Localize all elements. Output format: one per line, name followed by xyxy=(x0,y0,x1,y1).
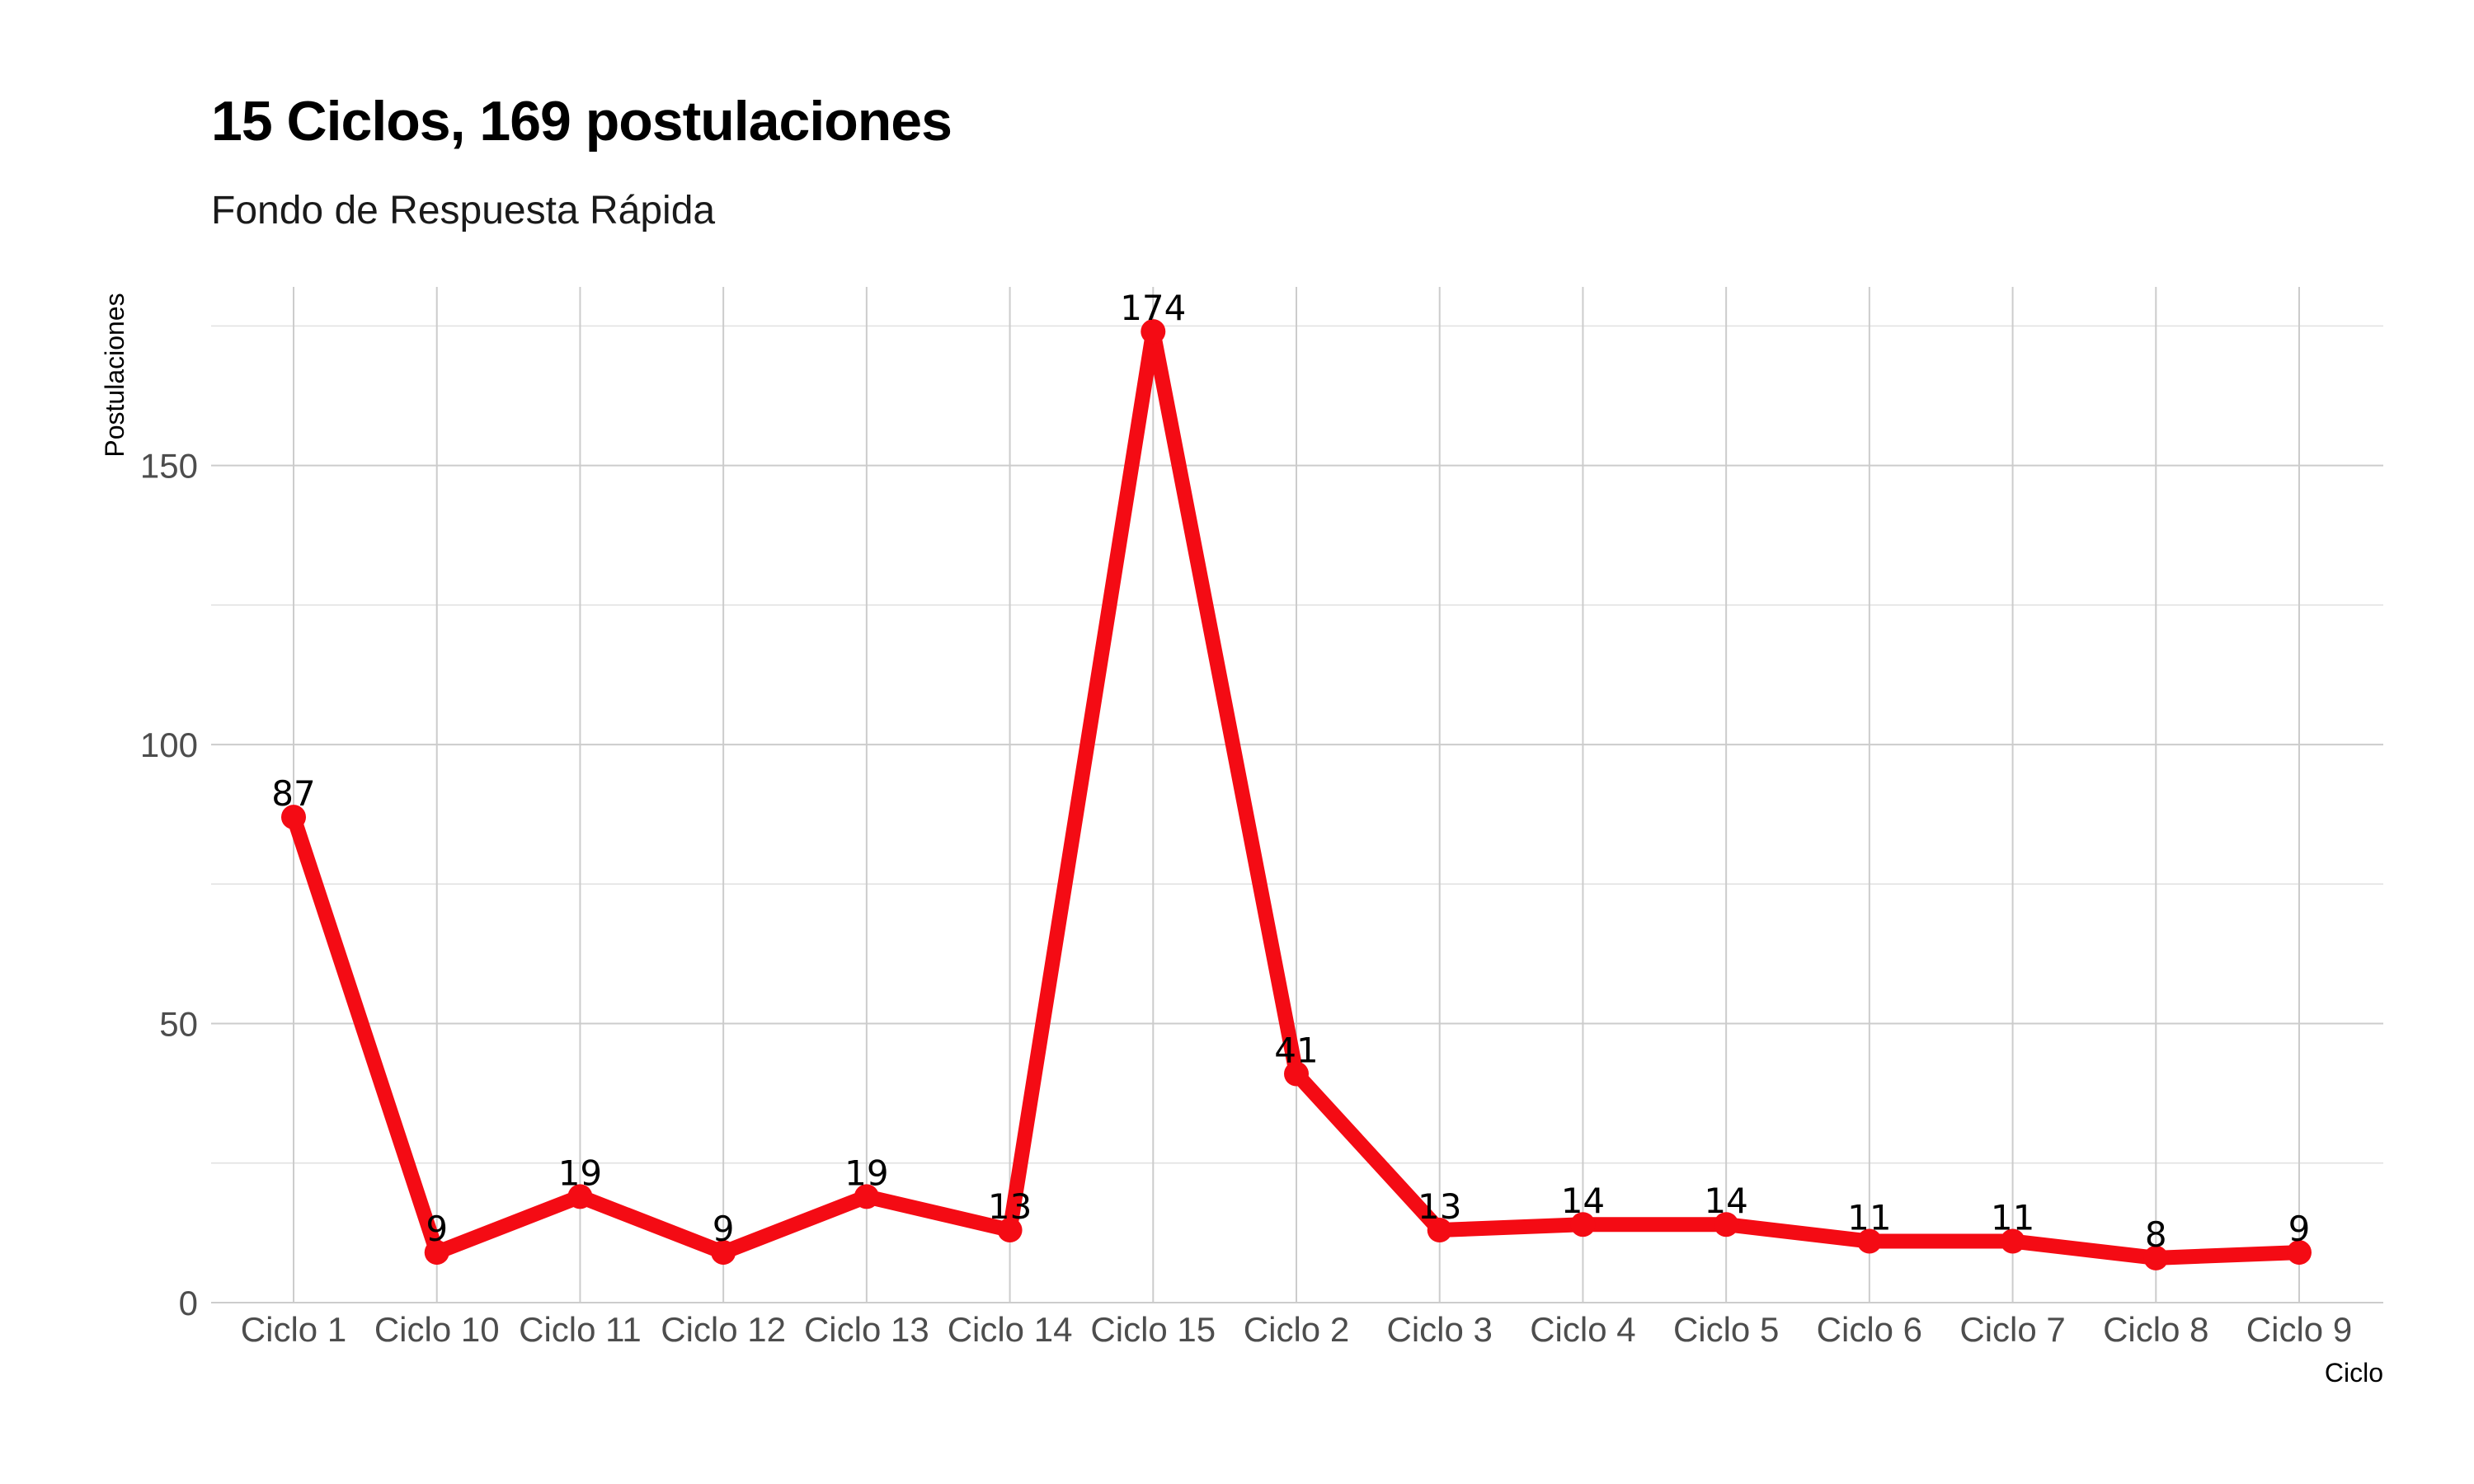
data-label: 41 xyxy=(1274,1030,1318,1070)
data-point xyxy=(2143,1245,2169,1270)
data-label: 11 xyxy=(1991,1198,2034,1238)
x-tick-label: Ciclo 1 xyxy=(241,1310,346,1349)
data-label: 87 xyxy=(271,773,315,814)
x-tick-label: Ciclo 12 xyxy=(661,1310,786,1349)
data-labels: 87 9 19 9 19 13 174 41 13 14 14 11 11 8 9 xyxy=(271,288,2310,1255)
x-axis-title: Ciclo xyxy=(2325,1358,2383,1388)
data-point xyxy=(1141,319,1166,345)
data-point xyxy=(1714,1212,1739,1237)
x-tick-label: Ciclo 15 xyxy=(1090,1310,1216,1349)
y-axis-ticks: 0 50 100 150 xyxy=(140,447,198,1322)
x-tick-label: Ciclo 9 xyxy=(2246,1310,2352,1349)
x-tick-label: Ciclo 5 xyxy=(1673,1310,1779,1349)
x-tick-label: Ciclo 7 xyxy=(1959,1310,2065,1349)
x-tick-label: Ciclo 10 xyxy=(374,1310,500,1349)
data-label: 11 xyxy=(1847,1198,1891,1238)
x-axis-ticks: Ciclo 1 Ciclo 10 Ciclo 11 Ciclo 12 Ciclo 13 C… xyxy=(241,1310,2352,1349)
y-tick-label: 100 xyxy=(140,726,198,764)
x-tick-label: Ciclo 2 xyxy=(1244,1310,1349,1349)
data-point xyxy=(1284,1061,1309,1087)
y-tick-label: 0 xyxy=(179,1284,198,1322)
grid-lines xyxy=(211,287,2383,1303)
y-tick-label: 150 xyxy=(140,447,198,486)
x-tick-label: Ciclo 13 xyxy=(804,1310,929,1349)
data-label: 13 xyxy=(1418,1186,1461,1227)
data-label: 9 xyxy=(713,1209,735,1249)
x-tick-label: Ciclo 6 xyxy=(1817,1310,1922,1349)
data-point xyxy=(2000,1228,2025,1254)
x-tick-label: Ciclo 4 xyxy=(1530,1310,1635,1349)
data-point xyxy=(1427,1218,1452,1242)
data-label: 9 xyxy=(2288,1209,2311,1249)
data-point xyxy=(1856,1228,1882,1254)
data-point xyxy=(997,1218,1023,1242)
data-label: 14 xyxy=(1561,1181,1605,1221)
x-tick-label: Ciclo 3 xyxy=(1387,1310,1493,1349)
y-axis-title: Postulaciones xyxy=(100,293,129,457)
data-point xyxy=(424,1240,449,1266)
data-point xyxy=(2287,1240,2312,1266)
data-point xyxy=(1570,1212,1596,1237)
data-point xyxy=(281,805,306,830)
chart-title: 15 Ciclos, 169 postulaciones xyxy=(211,90,952,153)
data-label: 174 xyxy=(1120,288,1186,328)
x-tick-label: Ciclo 14 xyxy=(948,1310,1073,1349)
series-line xyxy=(281,319,2312,1270)
x-tick-label: Ciclo 8 xyxy=(2103,1310,2208,1349)
data-label: 9 xyxy=(426,1209,448,1249)
chart-subtitle: Fondo de Respuesta Rápida xyxy=(211,189,716,232)
data-label: 13 xyxy=(988,1186,1032,1227)
data-point xyxy=(854,1184,879,1209)
data-point xyxy=(567,1184,593,1209)
data-label: 19 xyxy=(844,1153,888,1193)
data-label: 14 xyxy=(1704,1181,1747,1221)
data-label: 19 xyxy=(558,1153,602,1193)
x-tick-label: Ciclo 11 xyxy=(519,1310,642,1349)
data-label: 8 xyxy=(2145,1214,2167,1255)
y-tick-label: 50 xyxy=(159,1005,198,1044)
data-point xyxy=(711,1240,736,1266)
